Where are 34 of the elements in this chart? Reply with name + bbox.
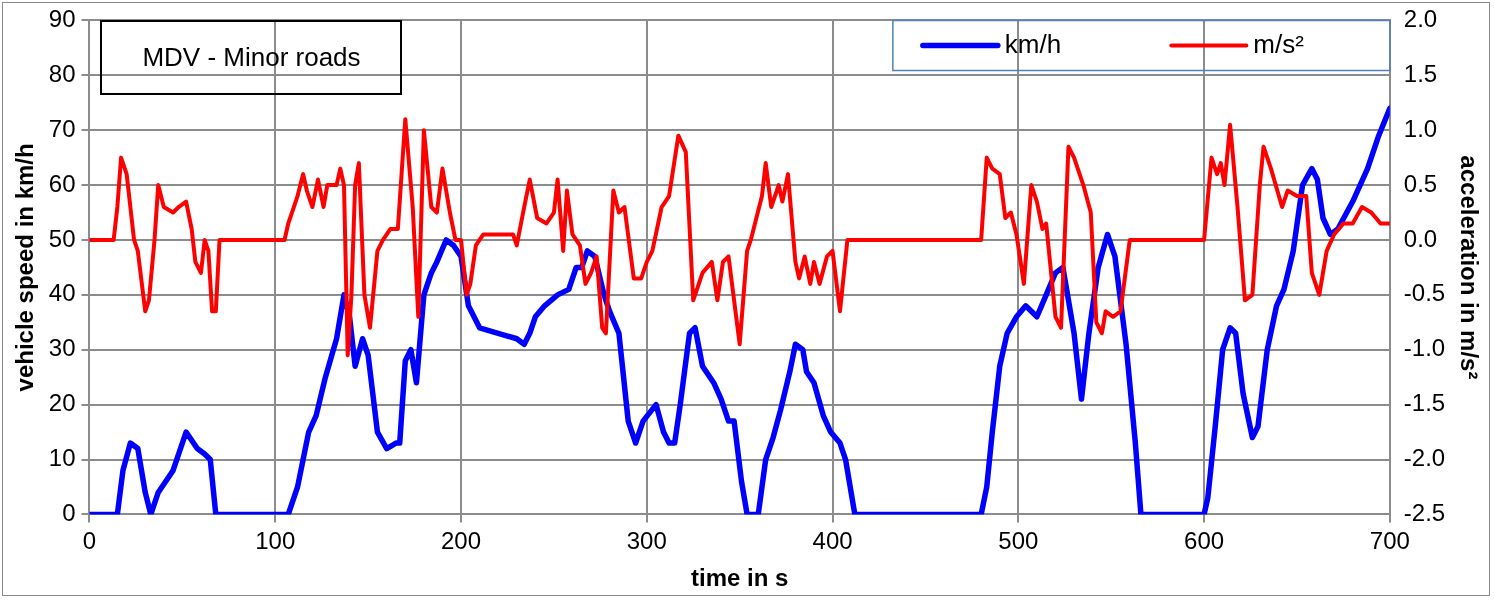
x-tick-label: 500 xyxy=(998,527,1039,555)
y2-tick-label: -2.0 xyxy=(1403,444,1446,472)
y-tick-label: 80 xyxy=(48,59,76,87)
y2-tick-label: 0.5 xyxy=(1403,169,1438,197)
x-axis-title: time in s xyxy=(690,564,789,592)
y-tick-label: 50 xyxy=(48,224,76,252)
y2-tick-label: -0.5 xyxy=(1403,279,1446,307)
y-tick-label: 20 xyxy=(48,389,76,417)
x-tick-label: 300 xyxy=(626,527,667,555)
y2-tick-label: -1.0 xyxy=(1403,334,1446,362)
y-tick-label: 30 xyxy=(48,334,76,362)
y2-tick-label: 2.0 xyxy=(1403,5,1438,33)
text: MDV - Minor roads xyxy=(100,20,403,96)
x-tick-label: 700 xyxy=(1369,527,1410,555)
y-axis-title: vehicle speed in km/h xyxy=(11,143,39,392)
x-tick-label: 0 xyxy=(82,527,97,555)
y-tick-label: 70 xyxy=(48,114,76,142)
y-tick-label: 60 xyxy=(48,169,76,197)
x-tick-label: 400 xyxy=(812,527,853,555)
y2-axis-title: acceleration in m/s² xyxy=(1455,155,1483,380)
y2-tick-label: 1.0 xyxy=(1403,114,1438,142)
y2-tick-label: -2.5 xyxy=(1403,499,1446,527)
y-tick-label: 10 xyxy=(48,444,76,472)
y-tick-label: 40 xyxy=(48,279,76,307)
y2-tick-label: 0.0 xyxy=(1403,224,1438,252)
y2-tick-label: -1.5 xyxy=(1403,389,1446,417)
y-tick-label: 0 xyxy=(62,499,76,527)
x-tick-label: 600 xyxy=(1184,527,1225,555)
x-tick-label: 100 xyxy=(255,527,296,555)
legend-label: m/s² xyxy=(1253,28,1305,59)
y2-tick-label: 1.5 xyxy=(1403,59,1438,87)
x-tick-label: 200 xyxy=(441,527,482,555)
legend-label: km/h xyxy=(1004,28,1062,59)
y-tick-label: 90 xyxy=(48,5,76,33)
